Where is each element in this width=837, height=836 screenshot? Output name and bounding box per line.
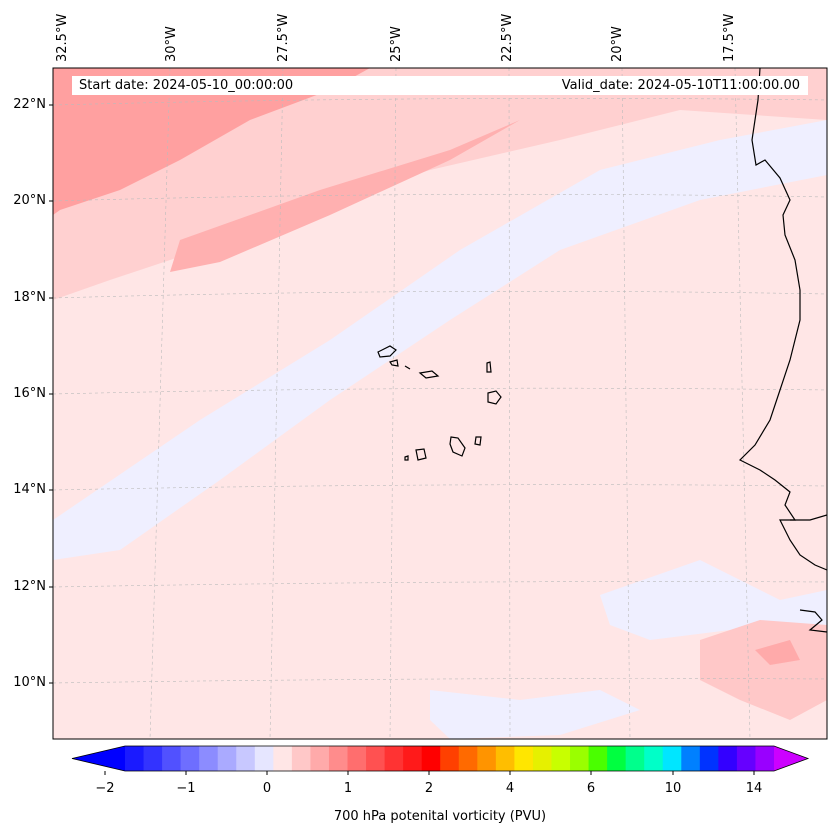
valid-date-text: Valid_date: 2024-05-10T11:00:00.00 <box>561 78 800 93</box>
colorbar-tick-label: 2 <box>424 781 434 796</box>
colorbar-tick-label: 6 <box>586 781 596 796</box>
colorbar-segment <box>347 746 367 771</box>
date-info-bar: Start date: 2024-05-10_00:00:00 Valid_da… <box>72 76 808 95</box>
lon-label: 30°W <box>164 26 179 62</box>
colorbar-segment <box>588 746 608 771</box>
colorbar-extend-low <box>72 746 125 771</box>
colorbar-segment <box>310 746 330 771</box>
lat-label: 14°N <box>13 482 46 497</box>
colorbar-segment <box>477 746 497 771</box>
colorbar-segment <box>755 746 775 771</box>
colorbar-segment <box>143 746 163 771</box>
colorbar-segment <box>217 746 237 771</box>
lon-label: 25°W <box>389 26 404 62</box>
colorbar-segment <box>736 746 756 771</box>
colorbar-segment <box>254 746 274 771</box>
start-date-text: Start date: 2024-05-10_00:00:00 <box>79 78 294 93</box>
colorbar-segment <box>125 746 145 771</box>
colorbar-segment <box>532 746 552 771</box>
colorbar-segment <box>662 746 682 771</box>
colorbar-extend-high <box>774 746 808 771</box>
colorbar-tick-label: 4 <box>505 781 515 796</box>
colorbar-tick-label: −1 <box>176 781 196 796</box>
lon-label: 32.5°W <box>55 13 70 62</box>
colorbar-segment <box>328 746 349 771</box>
colorbar-tick-label: 10 <box>664 781 682 796</box>
lat-label: 10°N <box>13 675 46 690</box>
colorbar-segment <box>366 746 386 771</box>
colorbar-segment <box>570 746 590 771</box>
colorbar-segment <box>180 746 200 771</box>
colorbar-outline <box>71 745 810 772</box>
colorbar-segment <box>607 746 627 771</box>
lat-label: 16°N <box>13 386 46 401</box>
lon-label: 20°W <box>610 26 625 62</box>
colorbar-segment <box>551 746 571 771</box>
colorbar-segment <box>699 746 719 771</box>
colorbar-segment <box>625 746 645 771</box>
colorbar-segment <box>403 746 423 771</box>
colorbar-segment <box>644 746 664 771</box>
colorbar-segment <box>162 746 182 771</box>
colorbar-segment <box>199 746 219 771</box>
lat-label: 20°N <box>13 193 46 208</box>
colorbar-segment <box>458 746 478 771</box>
lat-label: 12°N <box>13 579 46 594</box>
colorbar-tick-label: 14 <box>745 781 763 796</box>
map-frame <box>52 67 828 740</box>
colorbar-label: 700 hPa potenital vorticity (PVU) <box>333 809 547 824</box>
lon-label: 17.5°W <box>722 13 737 62</box>
colorbar-segment <box>291 746 311 771</box>
colorbar-segment <box>384 746 404 771</box>
lat-label: 22°N <box>13 97 46 112</box>
pv-contour-field <box>53 68 827 739</box>
colorbar-segment <box>514 746 534 771</box>
colorbar-segment <box>421 746 441 771</box>
colorbar-segment <box>495 746 515 771</box>
colorbar-segment <box>718 746 738 771</box>
colorbar-segment <box>440 746 460 771</box>
africa-coastline <box>738 68 827 571</box>
lon-label: 27.5°W <box>276 13 291 62</box>
colorbar-segment <box>681 746 701 771</box>
lat-label: 18°N <box>13 290 46 305</box>
colorbar-tick-label: −2 <box>95 781 115 796</box>
lon-label: 22.5°W <box>500 13 515 62</box>
colorbar <box>71 745 810 775</box>
colorbar-segment <box>236 746 256 771</box>
graticule <box>53 68 827 739</box>
colorbar-tick-label: 0 <box>262 781 272 796</box>
cape-verde-islands <box>377 345 502 461</box>
colorbar-tick-label: 1 <box>343 781 353 796</box>
colorbar-segment <box>273 746 293 771</box>
